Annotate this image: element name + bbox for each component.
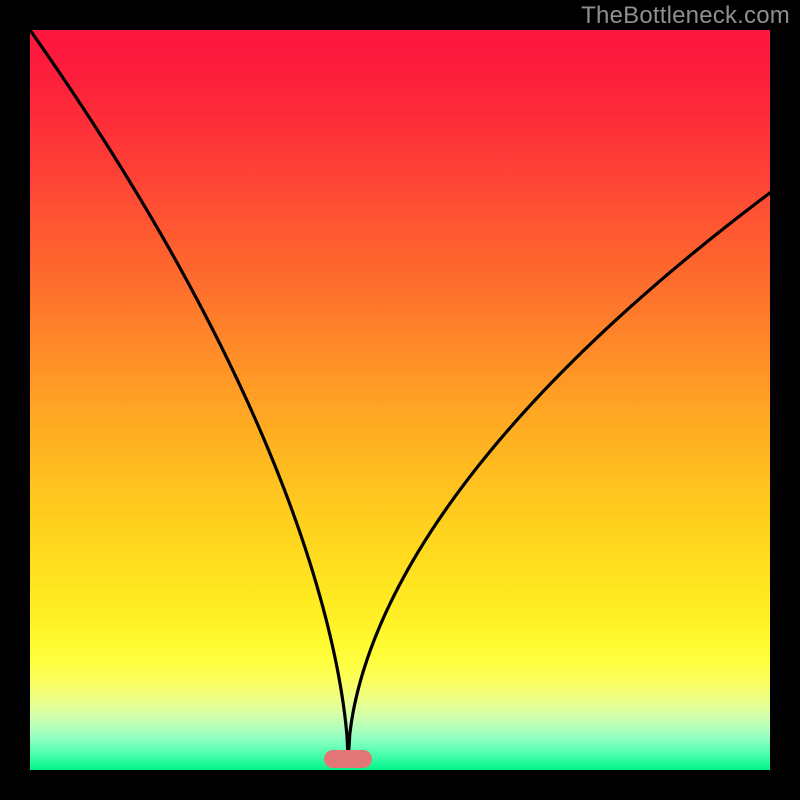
apex-marker (324, 750, 372, 768)
bottleneck-figure: TheBottleneck.com (0, 0, 800, 800)
plot-background-gradient (30, 30, 770, 770)
plot-area (30, 30, 770, 770)
watermark-text: TheBottleneck.com (581, 2, 790, 30)
plot-svg (30, 30, 770, 770)
